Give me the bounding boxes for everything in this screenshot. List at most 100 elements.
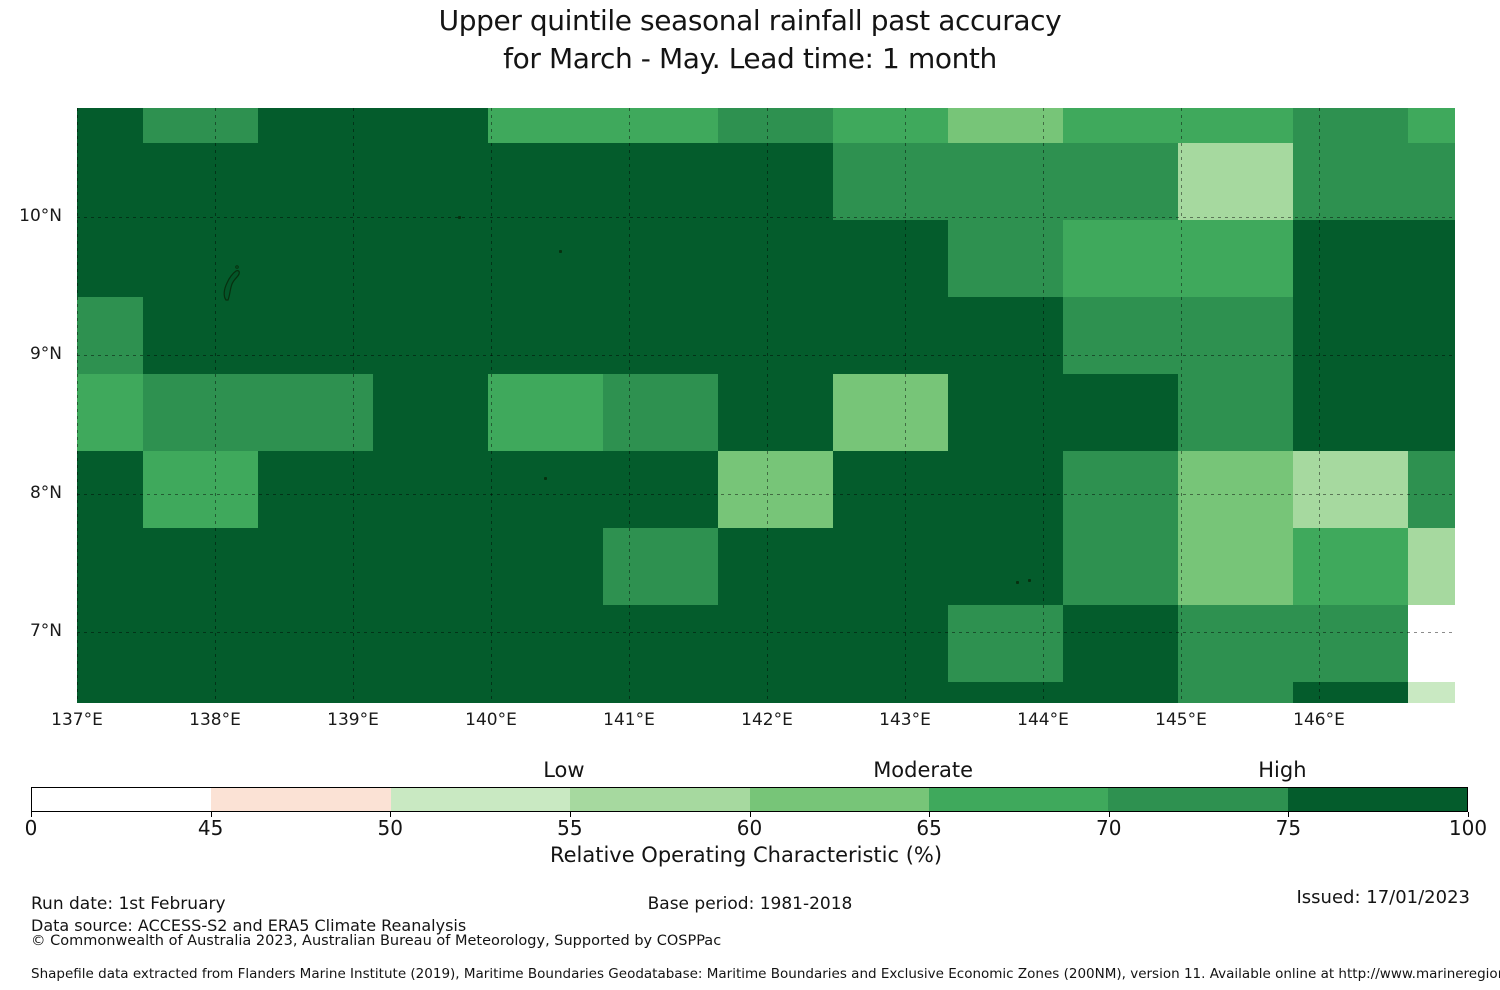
heatmap-cell bbox=[258, 108, 373, 143]
colorbar-tick-label: 50 bbox=[377, 816, 403, 840]
y-tick-label: 8°N bbox=[29, 482, 62, 503]
heatmap-cell bbox=[1408, 528, 1455, 606]
heatmap-cell bbox=[258, 682, 373, 703]
longitude-gridline bbox=[77, 108, 78, 703]
heatmap-cell bbox=[258, 451, 373, 529]
heatmap-cell bbox=[1063, 143, 1178, 221]
heatmap-cell bbox=[1063, 451, 1178, 529]
colorbar bbox=[31, 787, 1468, 812]
latitude-gridline bbox=[77, 217, 1455, 218]
longitude-gridline bbox=[767, 108, 768, 703]
island-dot bbox=[458, 216, 462, 219]
heatmap-cell bbox=[603, 451, 718, 529]
colorbar-title: Relative Operating Characteristic (%) bbox=[549, 843, 943, 867]
heatmap-cell bbox=[832, 143, 949, 221]
latitude-gridline bbox=[77, 631, 1455, 633]
heatmap-cell bbox=[1063, 528, 1178, 606]
heatmap-cell bbox=[948, 297, 1063, 375]
heatmap-cell bbox=[373, 682, 488, 703]
heatmap-cell bbox=[718, 451, 833, 529]
heatmap-cell bbox=[142, 605, 259, 683]
map-plot-area bbox=[77, 108, 1455, 703]
island-dot bbox=[543, 476, 547, 480]
x-tick-label: 139°E bbox=[327, 710, 379, 730]
heatmap-cell bbox=[487, 682, 604, 703]
heatmap-cell bbox=[1177, 682, 1294, 703]
island-dot bbox=[1015, 580, 1019, 584]
heatmap-cell bbox=[373, 605, 488, 683]
island-dot bbox=[559, 250, 562, 254]
heatmap-cell bbox=[142, 682, 259, 703]
x-tick-label: 146°E bbox=[1293, 710, 1345, 730]
heatmap-cell bbox=[603, 143, 718, 221]
x-tick-label: 137°E bbox=[51, 710, 103, 730]
longitude-gridline bbox=[491, 108, 492, 703]
heatmap-cell bbox=[1063, 297, 1178, 375]
heatmap-cell bbox=[1293, 528, 1408, 606]
heatmap-cell bbox=[603, 297, 718, 375]
longitude-gridline bbox=[905, 108, 906, 703]
heatmap-cell bbox=[1177, 451, 1294, 529]
heatmap-cell bbox=[142, 374, 259, 452]
heatmap-cell bbox=[487, 374, 604, 452]
heatmap-cell bbox=[373, 374, 488, 452]
heatmap-cell bbox=[1063, 108, 1178, 143]
issued-date-text: Issued: 17/01/2023 bbox=[1296, 887, 1470, 908]
colorbar-segment bbox=[390, 788, 571, 811]
heatmap-cell bbox=[1408, 220, 1455, 298]
heatmap-cell bbox=[1408, 297, 1455, 375]
heatmap-cell bbox=[487, 143, 604, 221]
x-tick-label: 142°E bbox=[741, 710, 793, 730]
colorbar-tick-label: 100 bbox=[1448, 816, 1488, 840]
heatmap-cell bbox=[258, 374, 373, 452]
longitude-gridline bbox=[1043, 108, 1044, 703]
heatmap-cell bbox=[832, 682, 949, 703]
heatmap-cell bbox=[258, 220, 373, 298]
colorbar-segment bbox=[32, 788, 212, 811]
colorbar-tick bbox=[31, 812, 32, 817]
heatmap-cell bbox=[603, 605, 718, 683]
colorbar-tick bbox=[749, 812, 751, 817]
colorbar-segment bbox=[570, 788, 750, 811]
heatmap-cell bbox=[948, 108, 1063, 143]
longitude-gridline bbox=[215, 108, 216, 703]
heatmap-cell bbox=[1177, 143, 1294, 221]
heatmap-cell bbox=[1177, 297, 1294, 375]
heatmap-cell bbox=[142, 528, 259, 606]
latitude-gridline bbox=[77, 355, 1455, 357]
heatmap-cell bbox=[373, 451, 488, 529]
heatmap-cell bbox=[603, 220, 718, 298]
y-tick-label: 9°N bbox=[29, 344, 62, 365]
longitude-gridline bbox=[1319, 108, 1320, 703]
heatmap-cell bbox=[1293, 297, 1408, 375]
colorbar-tick bbox=[210, 812, 212, 817]
heatmap-cell bbox=[258, 143, 373, 221]
colorbar-tick bbox=[569, 812, 571, 817]
heatmap-cell bbox=[142, 451, 259, 529]
heatmap-cell bbox=[1293, 108, 1408, 143]
heatmap-cell bbox=[487, 297, 604, 375]
colorbar-segment bbox=[928, 788, 1109, 811]
colorbar-segment bbox=[749, 788, 929, 811]
y-tick-label: 7°N bbox=[29, 620, 62, 641]
heatmap-cell bbox=[603, 374, 718, 452]
heatmap-cell bbox=[832, 374, 949, 452]
heatmap-cell bbox=[718, 682, 833, 703]
heatmap-cell bbox=[1063, 374, 1178, 452]
colorbar-tick-label: 60 bbox=[736, 816, 763, 840]
heatmap-cell bbox=[718, 108, 833, 143]
heatmap-cell bbox=[718, 143, 833, 221]
heatmap-cell bbox=[948, 374, 1063, 452]
heatmap-cell bbox=[77, 605, 143, 683]
heatmap-cell bbox=[1063, 682, 1178, 703]
heatmap-cell bbox=[1177, 528, 1294, 606]
colorbar-segment bbox=[1108, 788, 1288, 811]
heatmap-cell bbox=[603, 108, 718, 143]
heatmap-cell bbox=[142, 297, 259, 375]
heatmap-cell bbox=[487, 108, 604, 143]
base-period-text: Base period: 1981-2018 bbox=[647, 894, 853, 914]
heatmap-cell bbox=[77, 108, 143, 143]
run-date-text: Run date: 1st February bbox=[31, 894, 226, 914]
heatmap-cell bbox=[1063, 220, 1178, 298]
